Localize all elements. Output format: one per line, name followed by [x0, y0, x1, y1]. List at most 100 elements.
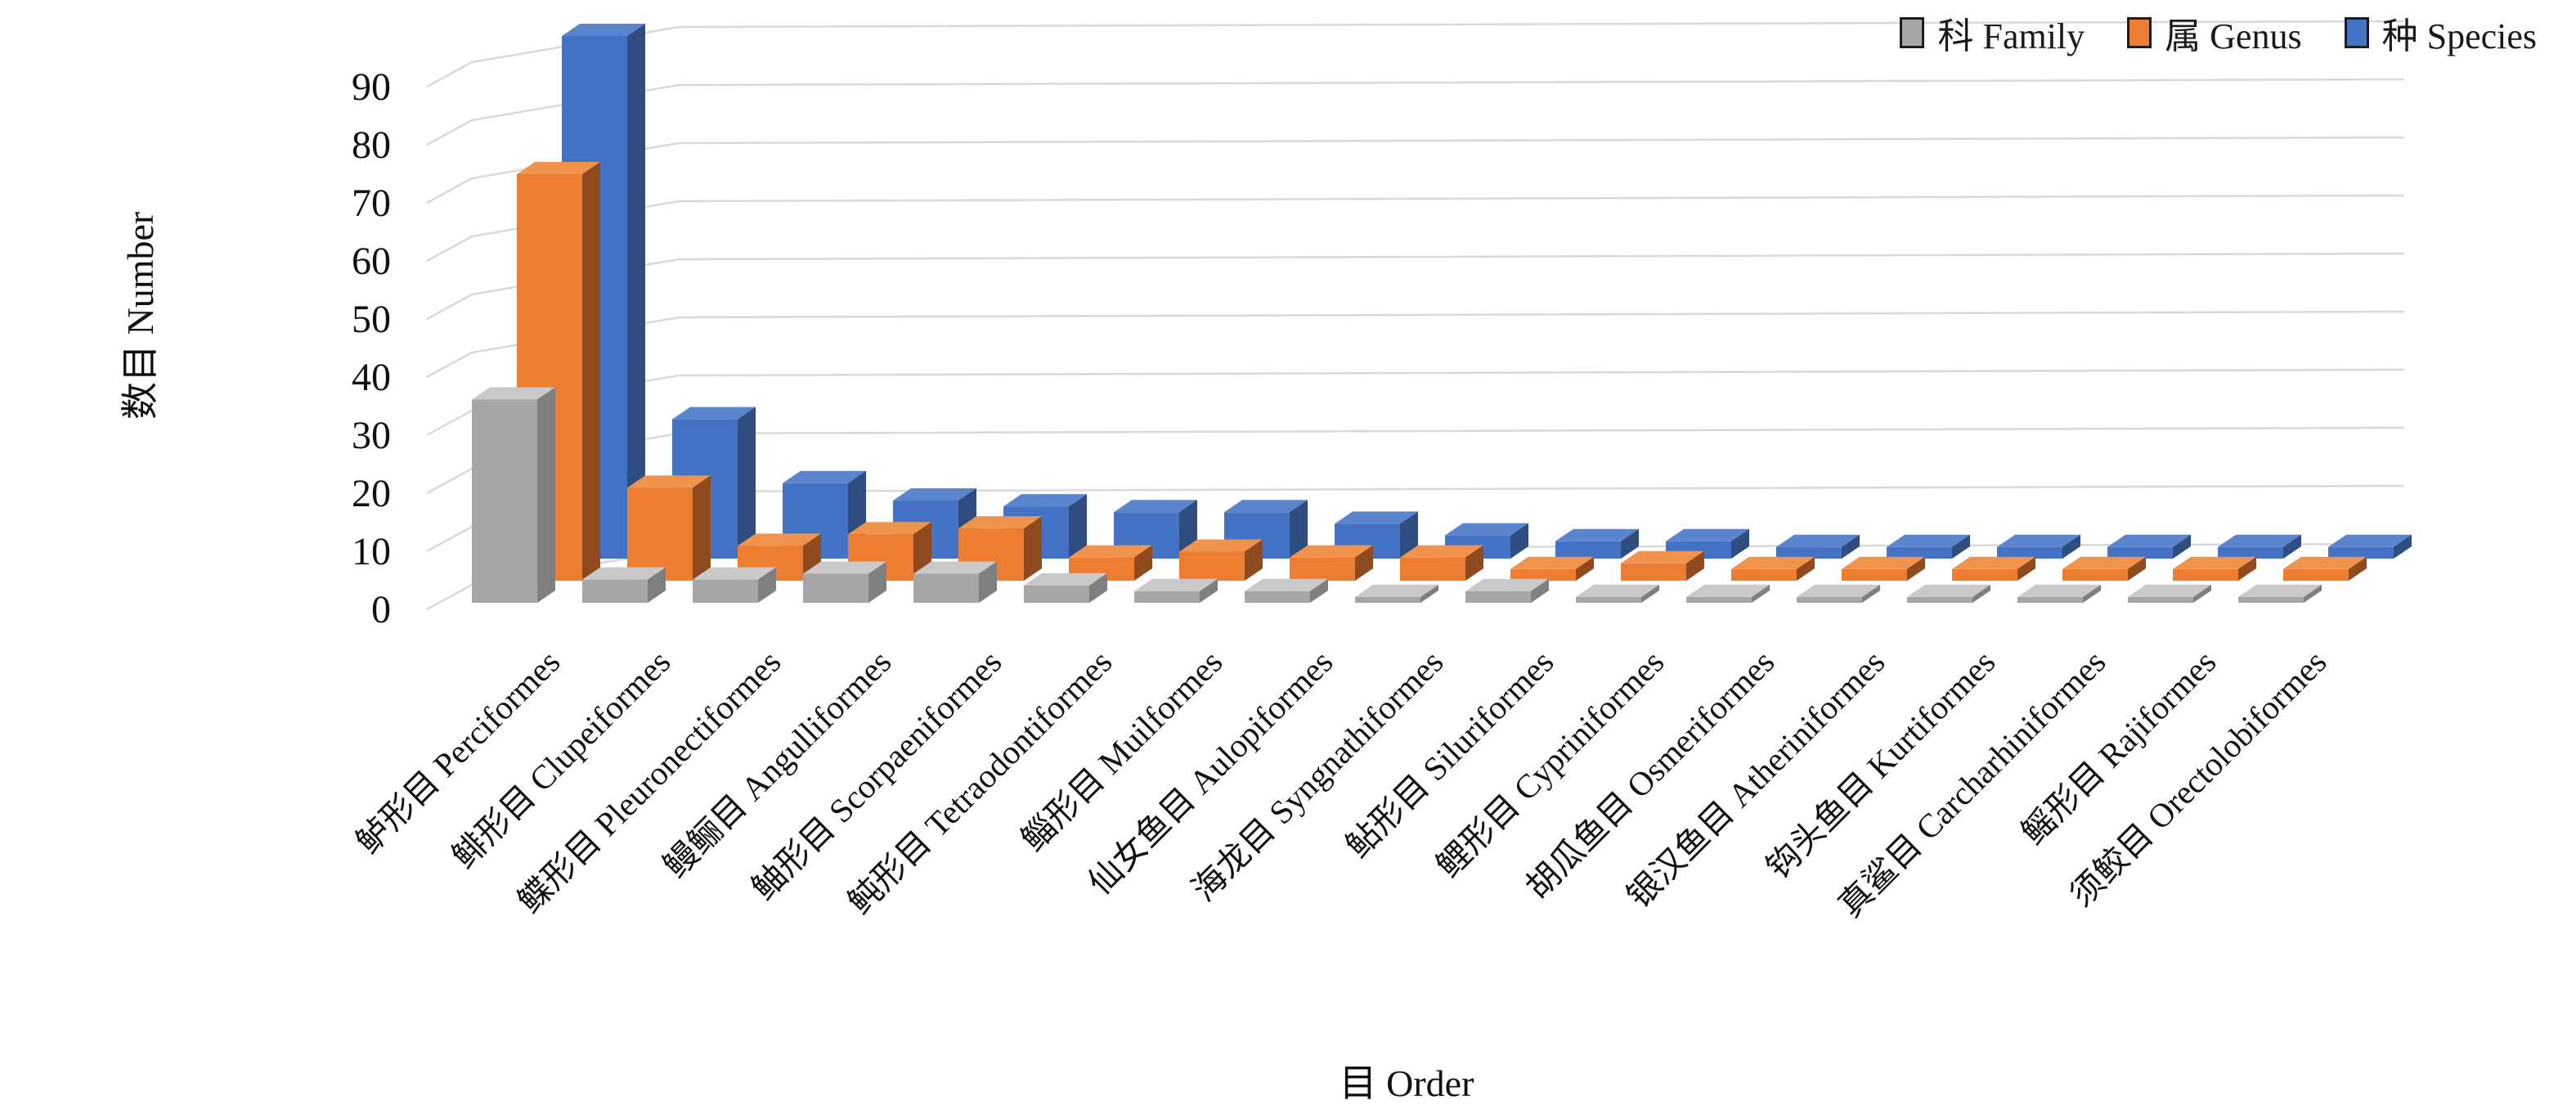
bar-top: [472, 387, 555, 400]
bar-side: [2062, 534, 2080, 559]
family-swatch-icon: [1900, 17, 1925, 48]
bar-side: [1290, 500, 1308, 559]
bar-side: [1089, 573, 1107, 603]
bar-front: [2238, 596, 2304, 603]
y-axis-title: 数目 Number: [119, 211, 161, 420]
bar-top: [1245, 578, 1328, 591]
bar-front: [1024, 585, 1089, 603]
y-tick-label: 40: [352, 356, 391, 399]
bar-top: [1621, 550, 1704, 564]
bar-front: [472, 399, 537, 603]
bar-front: [627, 487, 693, 581]
bar-top: [582, 567, 666, 580]
bar-top: [1335, 511, 1418, 524]
bar-top: [1510, 556, 1594, 569]
bar-front: [1179, 551, 1245, 581]
gridline: [426, 136, 2405, 204]
bar-front: [582, 579, 648, 603]
bar-side: [1069, 494, 1087, 559]
y-tick-label: 50: [352, 298, 391, 341]
bar-top: [2128, 584, 2211, 597]
bar-side: [1752, 584, 1770, 603]
bar-top: [1576, 584, 1659, 597]
bar-top: [958, 516, 1042, 529]
legend-label-family: 科 Family: [1937, 16, 2085, 56]
bar-front: [2173, 568, 2238, 581]
legend-label-species: 种 Species: [2381, 16, 2537, 56]
x-category-label: 鳐形目 Rajiformes: [2014, 643, 2224, 852]
bar-top: [848, 522, 931, 535]
bar-side: [1641, 584, 1659, 603]
y-tick-label: 60: [352, 240, 391, 283]
bar-side: [2173, 534, 2191, 559]
bar-top: [2107, 534, 2191, 547]
bar-side: [1310, 578, 1328, 603]
bar-front: [2017, 596, 2083, 603]
bar-top: [1997, 534, 2080, 547]
bar-front: [1576, 596, 1641, 603]
bar-side: [2283, 534, 2301, 559]
bar-front: [2062, 568, 2128, 581]
bar-side: [1862, 584, 1880, 603]
bar-top: [2328, 534, 2412, 547]
bar-front: [1510, 568, 1576, 581]
bar-top: [1776, 534, 1860, 547]
bar-front: [2107, 546, 2173, 559]
bar-side: [693, 475, 711, 581]
bar-top: [1024, 573, 1107, 586]
bar-front: [1621, 563, 1686, 581]
x-category-label: 鲻形目 Muilformes: [1014, 643, 1230, 859]
bar-top: [517, 162, 600, 174]
bar-front: [2218, 546, 2283, 559]
bar-front: [693, 579, 758, 603]
bar-top: [1666, 528, 1749, 541]
bar-top: [562, 24, 645, 36]
bar-top: [1224, 500, 1308, 513]
bar-side: [738, 407, 756, 559]
bar-top: [1731, 556, 1815, 569]
bar-side: [1420, 584, 1438, 603]
bar-side: [1510, 523, 1528, 559]
bar-top: [2238, 584, 2322, 597]
bar-side: [2193, 584, 2211, 603]
gridline: [426, 252, 2405, 321]
bar-side: [537, 387, 555, 603]
bar-top: [1555, 528, 1639, 541]
bar-side: [1355, 545, 1373, 581]
bar-front: [1465, 591, 1531, 603]
bar-top: [2283, 556, 2367, 569]
bar-front: [1355, 596, 1420, 603]
bar-top: [803, 561, 886, 574]
bar-top: [1907, 584, 1990, 597]
bar-side: [1731, 528, 1749, 559]
bar-side: [1465, 545, 1483, 581]
bar-top: [2173, 556, 2256, 569]
bar-side: [2083, 584, 2101, 603]
bar-top: [738, 533, 821, 546]
bar-side: [2304, 584, 2322, 603]
x-category-label: 鲈形目 Perciformes: [349, 643, 568, 861]
y-tick-label: 0: [371, 588, 391, 631]
bar-front: [1245, 591, 1310, 603]
bar-top: [2218, 534, 2301, 547]
y-tick-label: 70: [352, 182, 391, 225]
bar-front: [1686, 596, 1752, 603]
bar-side: [2394, 534, 2412, 559]
bar-front: [2328, 546, 2394, 559]
bar-top: [1355, 584, 1438, 597]
genus-swatch-icon: [2127, 17, 2152, 48]
legend-label-genus: 属 Genus: [2165, 16, 2302, 56]
bar-top: [893, 488, 976, 501]
bar-front: [1290, 557, 1355, 581]
x-axis-title: 目 Order: [1339, 1062, 1474, 1104]
bar-top: [672, 407, 756, 420]
legend-item-family: 科 Family: [1900, 7, 2085, 59]
legend-item-species: 种 Species: [2344, 7, 2537, 59]
y-tick-label: 10: [352, 530, 391, 573]
bar-side: [758, 567, 776, 603]
bar-side: [1024, 516, 1042, 581]
y-tick-label: 80: [352, 124, 391, 167]
bar-top: [693, 567, 776, 580]
